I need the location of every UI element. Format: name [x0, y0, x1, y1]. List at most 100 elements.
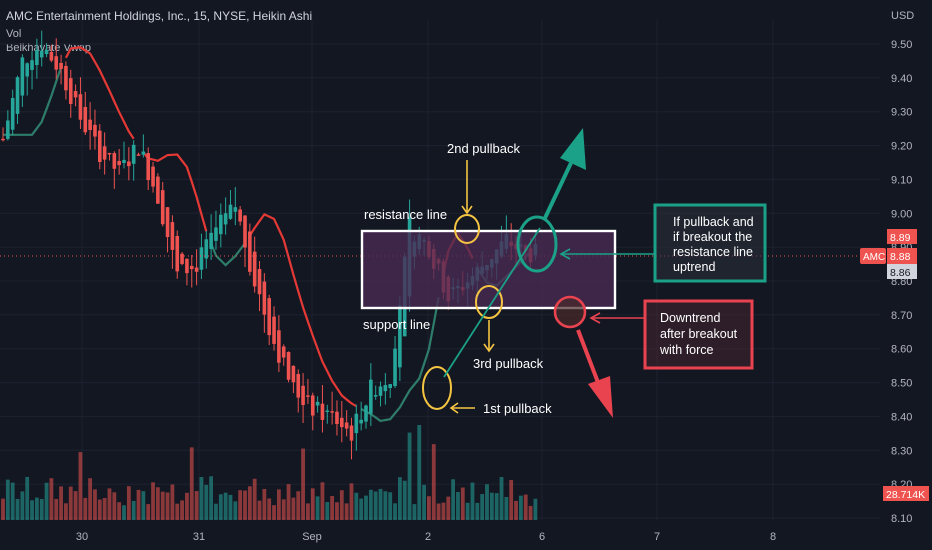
time-tick: 7 [654, 531, 660, 543]
volume-bar [383, 491, 388, 520]
pullback-1-circle [422, 366, 452, 410]
volume-bar [189, 447, 194, 520]
note-line: resistance line [673, 245, 753, 259]
pullback-2-arrow [461, 160, 473, 215]
candle-body [286, 352, 291, 380]
volume-bar [209, 476, 214, 520]
breakout-circle [516, 215, 558, 273]
volume-bar [523, 494, 528, 520]
note-line: If pullback and [673, 215, 754, 229]
volume-indicator-label[interactable]: Vol [6, 28, 22, 40]
volume-bar [436, 503, 441, 520]
candle-body [310, 395, 315, 416]
volume-bar [499, 477, 504, 520]
candle-body [233, 207, 238, 212]
volume-bar [214, 503, 218, 520]
breakdown-circle [553, 295, 587, 329]
price-tick: 8.40 [891, 411, 912, 423]
volume-bar [151, 482, 155, 520]
candle-body [340, 417, 344, 428]
candle-body [136, 154, 141, 156]
volume-bar [146, 504, 151, 520]
volume-bar [20, 491, 25, 520]
volume-bar [485, 484, 489, 520]
low-tag: 8.86 [890, 267, 911, 279]
candle-body [185, 258, 189, 274]
candle-body [151, 166, 155, 187]
volume-bar [228, 494, 233, 520]
candle-body [243, 215, 247, 248]
note-line: uptrend [673, 260, 715, 274]
volume-bar [354, 492, 359, 520]
candle-body [20, 57, 25, 96]
candle-body [88, 119, 92, 130]
price-axis[interactable]: 9.509.409.309.209.109.008.908.808.708.60… [891, 39, 912, 525]
price-tick: 9.50 [891, 39, 912, 51]
candle-body [131, 144, 136, 164]
volume-bar [393, 503, 397, 520]
volume-bar [397, 477, 402, 520]
volume-bar [10, 482, 15, 520]
candle-body [306, 395, 310, 397]
volume-bar [165, 492, 170, 520]
candle-body [165, 207, 170, 238]
volume-bar [368, 489, 373, 520]
volume-bar [291, 497, 296, 520]
volume-bar [402, 480, 407, 520]
volume-bar [310, 488, 315, 520]
candle-body [398, 305, 402, 368]
candle-body [39, 50, 44, 58]
volume-bar [422, 484, 426, 520]
volume-bar [1, 498, 5, 520]
uptrend-arrow [543, 128, 586, 219]
candle-body [257, 269, 262, 295]
time-tick: 8 [770, 531, 776, 543]
candle-body [73, 91, 78, 98]
candle-body [393, 348, 397, 387]
time-tick: 31 [193, 531, 205, 543]
candle-body [267, 298, 271, 336]
candle-body [378, 386, 383, 396]
volume-bar [136, 489, 141, 520]
volume-bar [431, 444, 436, 520]
volume-bar [102, 497, 107, 520]
price-tick: 8.60 [891, 344, 912, 356]
volume-bar [412, 504, 417, 520]
last-price-tag: 8.88 [890, 251, 911, 263]
candle-body [54, 56, 59, 70]
pullback-2-label: 2nd pullback [447, 141, 520, 156]
volume-bar [107, 488, 112, 520]
candle-body [44, 49, 49, 55]
volume-bar [514, 500, 518, 520]
volume-bar [243, 490, 247, 520]
volume-bar [175, 503, 180, 520]
volume-bar [180, 500, 184, 520]
note-line: with force [659, 343, 714, 357]
pullback-1-arrow [449, 402, 475, 414]
volume-bar [233, 501, 238, 520]
candle-body [344, 422, 349, 429]
candle-body [335, 411, 339, 425]
volume-bar [407, 432, 412, 520]
volume-bar [185, 492, 189, 520]
candle-body [248, 231, 252, 272]
time-axis[interactable]: 30 31 Sep 2 6 7 8 [76, 531, 776, 543]
volume-bar [34, 497, 39, 520]
last-price-tag-bg [887, 248, 917, 264]
uptrend-note-box [653, 203, 767, 283]
volume-bar [252, 478, 257, 520]
volume-bar [378, 488, 383, 520]
price-tick: 8.30 [891, 445, 912, 457]
volume-bar [15, 498, 20, 520]
vwap-line-down [66, 47, 536, 406]
pullback-1-label: 1st pullback [483, 401, 552, 416]
candle-body [117, 160, 121, 166]
candle-body [35, 49, 39, 66]
volume-bar [460, 487, 465, 520]
candle-body [359, 419, 363, 424]
low-tag-bg [887, 264, 917, 279]
candle-body [141, 151, 146, 155]
volume-bar [335, 502, 339, 520]
uptrend-note-text: If pullback and if breakout the resistance… [673, 215, 754, 274]
